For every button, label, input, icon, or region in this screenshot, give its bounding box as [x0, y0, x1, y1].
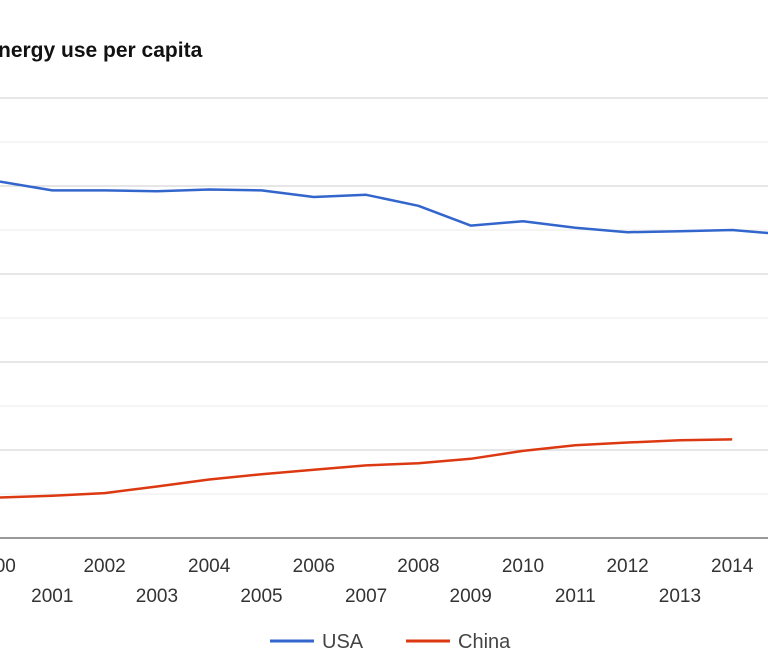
legend-label-china: China: [458, 631, 511, 653]
x-tick-label: 2011: [555, 586, 596, 607]
x-tick-label: 2001: [31, 586, 73, 607]
legend: USA China: [270, 631, 511, 653]
x-tick-label: 2006: [293, 556, 335, 577]
legend-label-usa: USA: [322, 631, 364, 653]
series-layer: [0, 180, 768, 499]
x-tick-label: 2009: [450, 586, 492, 607]
x-tick-label: 2013: [659, 586, 701, 607]
x-tick-label: 2008: [397, 556, 439, 577]
x-tick-label: 2002: [83, 556, 125, 577]
chart-title: nergy use per capita: [0, 39, 203, 62]
x-tick-label: 2012: [606, 556, 648, 577]
series-line-usa: [0, 180, 768, 235]
x-tick-label: 2005: [240, 586, 282, 607]
grid-lines: [0, 97, 768, 539]
x-axis-ticks: 000 2002 2004 2006 2008 2010 2012 2014 2001 2003 2…: [0, 556, 754, 607]
series-line-china: [0, 438, 733, 499]
x-tick-label: 2004: [188, 556, 231, 577]
x-tick-label: 2007: [345, 586, 387, 607]
x-tick-label: 2010: [502, 556, 544, 577]
x-tick-label: 2014: [711, 556, 754, 577]
x-tick-label: 2003: [136, 586, 178, 607]
x-tick-label: 000: [0, 556, 16, 577]
